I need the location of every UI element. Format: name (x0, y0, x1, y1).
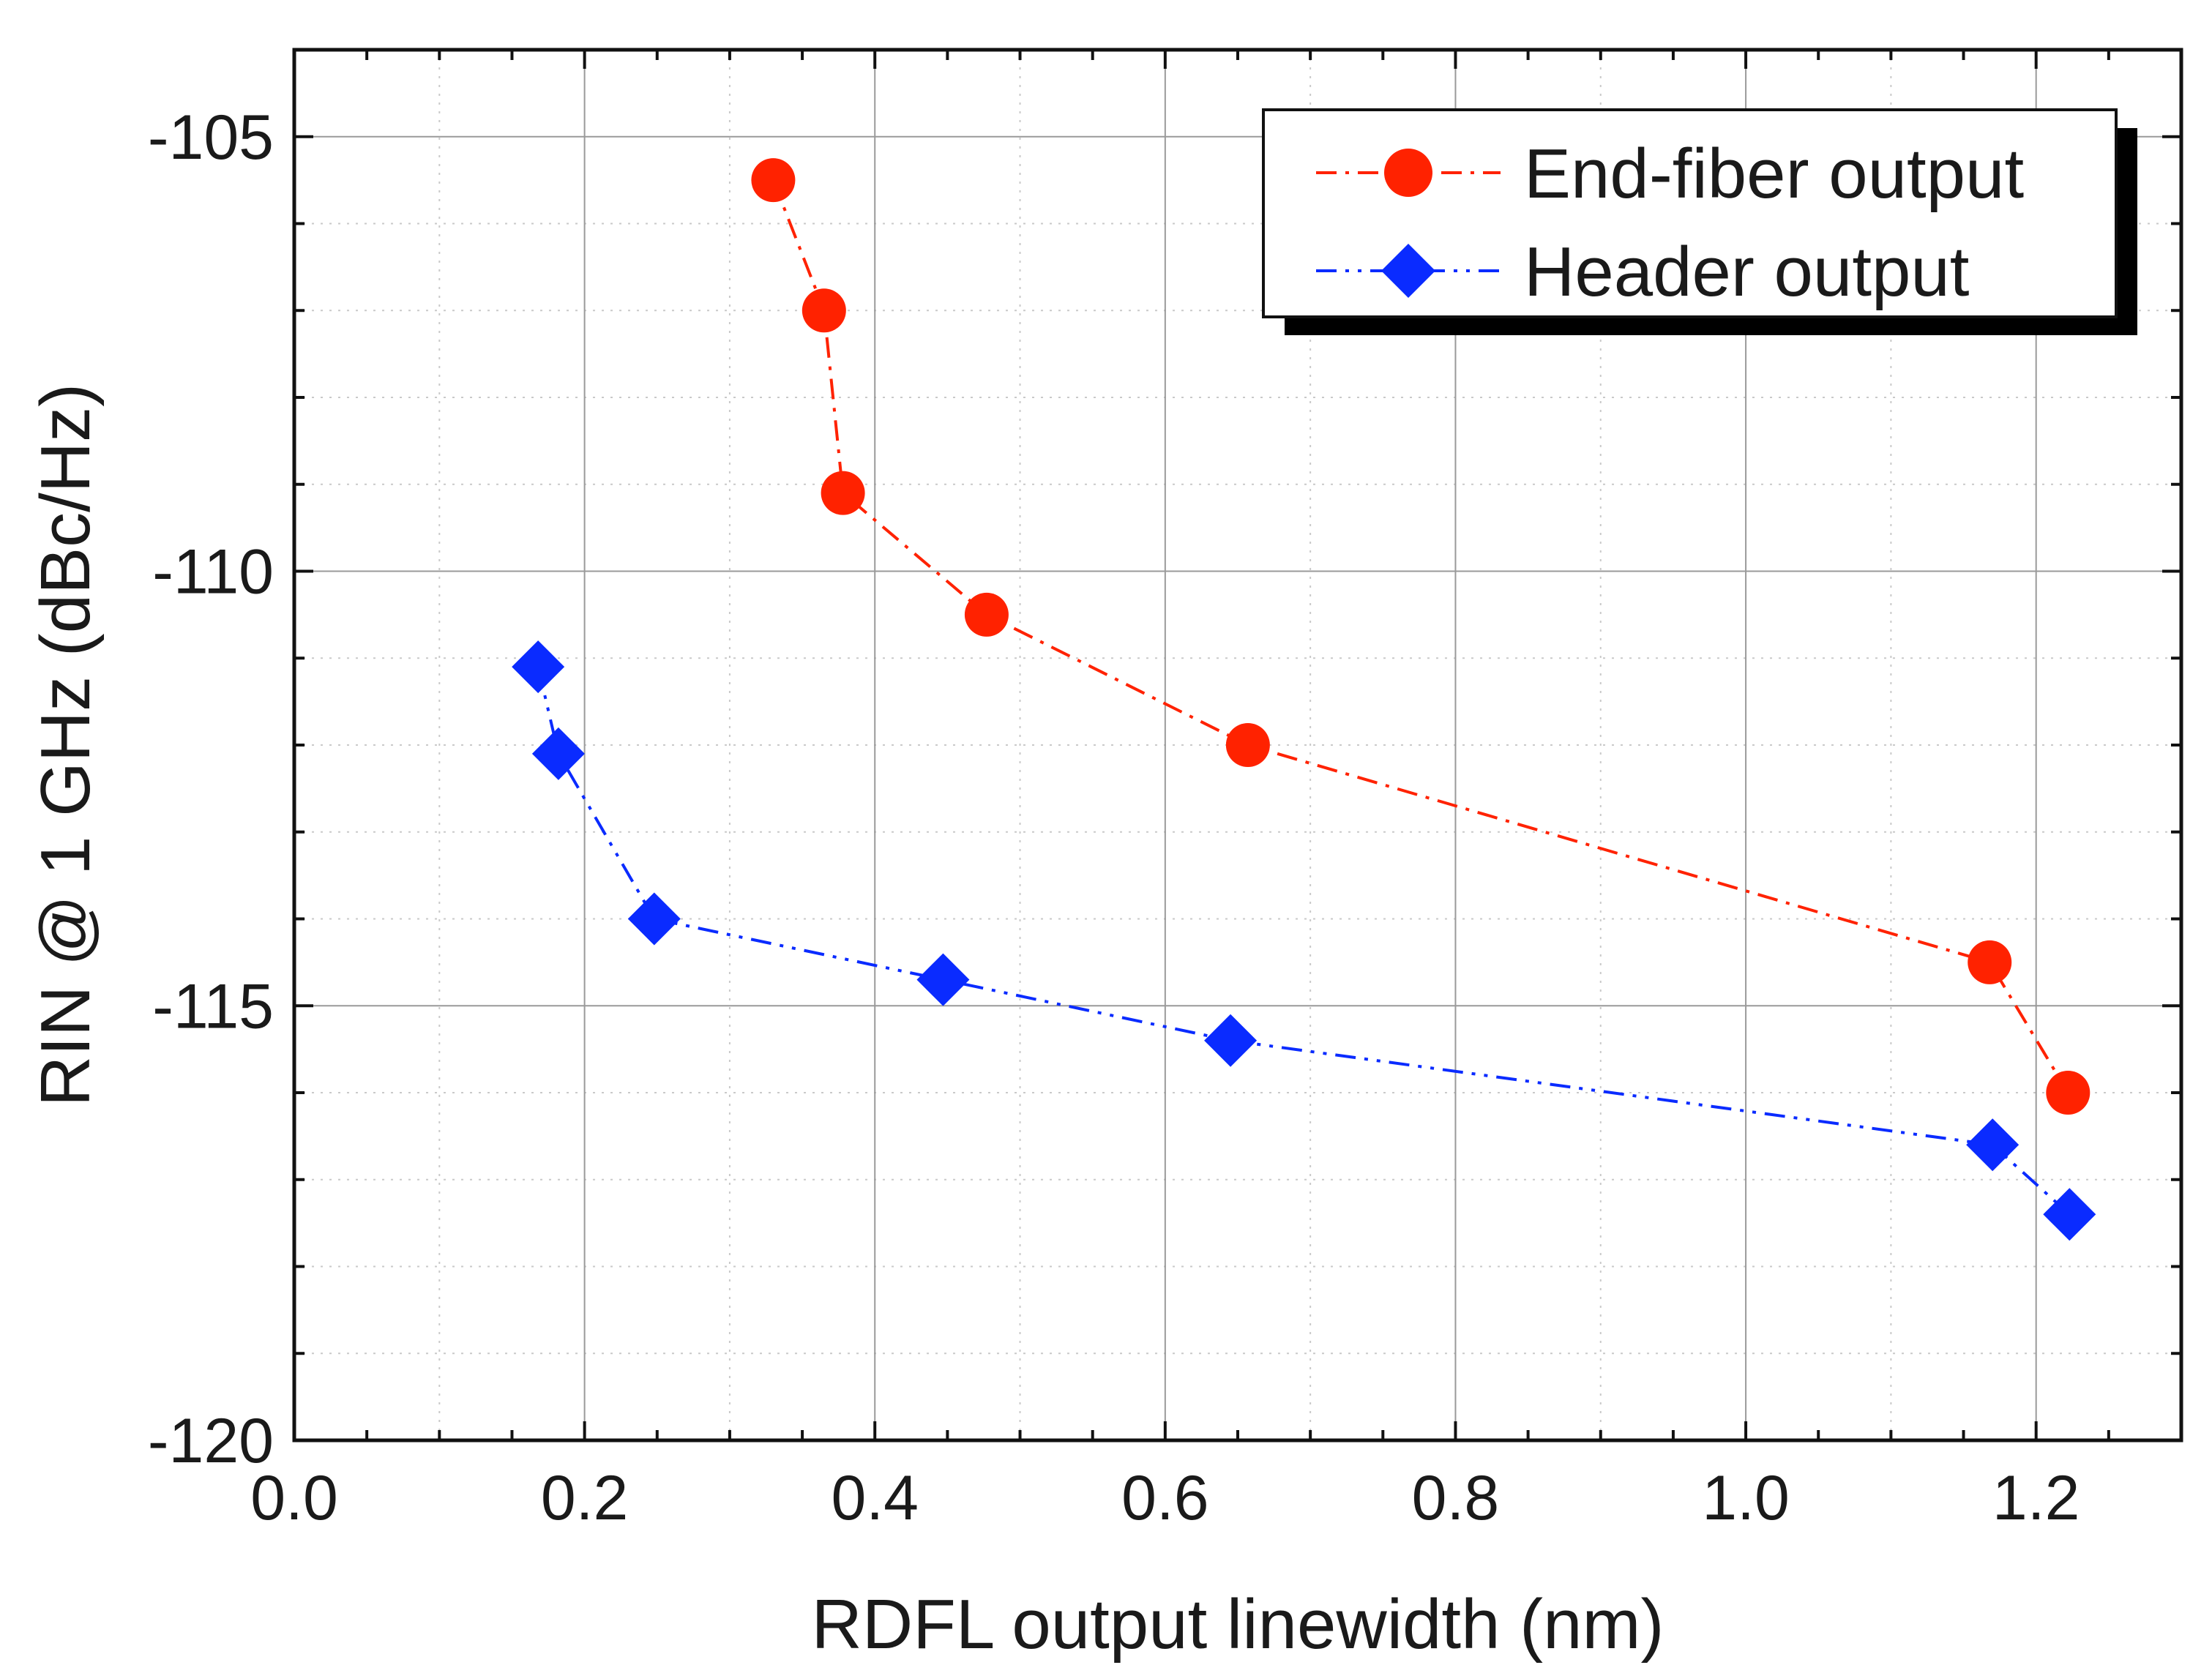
data-point (2046, 1071, 2090, 1115)
y-tick-label: -120 (148, 1406, 274, 1476)
data-point (1966, 1118, 2019, 1172)
data-point (964, 592, 1009, 637)
x-tick-label: 1.0 (1702, 1463, 1790, 1533)
y-tick-label: -110 (152, 537, 274, 607)
legend-marker-header (1381, 244, 1435, 298)
legend: End-fiber output Header output (1262, 108, 2137, 335)
series-header (512, 640, 2096, 1241)
legend-label-end-fiber: End-fiber output (1524, 135, 2024, 213)
tick-labels: 0.0 0.2 0.4 0.6 0.8 1.0 1.2 -120 -115 -110 -105 (148, 102, 2080, 1533)
data-point (512, 640, 565, 694)
y-tick-label: -115 (152, 971, 274, 1041)
x-tick-label: 0.8 (1412, 1463, 1500, 1533)
data-point (1204, 1014, 1258, 1067)
data-point (751, 158, 796, 203)
x-tick-label: 0.6 (1121, 1463, 1209, 1533)
y-tick-label: -105 (148, 102, 274, 173)
data-point (627, 892, 681, 946)
ticks (293, 48, 2183, 1442)
legend-label-header: Header output (1524, 233, 1969, 311)
x-tick-label: 0.0 (250, 1463, 338, 1533)
legend-marker-end-fiber (1384, 149, 1432, 197)
x-tick-label: 1.2 (1992, 1463, 2080, 1533)
data-point (821, 471, 865, 515)
series-layer (512, 158, 2096, 1241)
data-point (531, 727, 585, 780)
data-point (802, 288, 846, 333)
data-point (1225, 723, 1270, 767)
grid (294, 50, 2181, 1440)
x-tick-label: 0.2 (541, 1463, 629, 1533)
data-point (916, 953, 970, 1006)
y-axis-title: RIN @ 1 GHz (dBc/Hz) (26, 383, 105, 1107)
data-point (2043, 1188, 2096, 1241)
x-axis-title: RDFL output linewidth (nm) (812, 1585, 1664, 1664)
data-point (1968, 940, 2012, 984)
series-end-fiber (751, 158, 2090, 1115)
x-tick-label: 0.4 (831, 1463, 919, 1533)
